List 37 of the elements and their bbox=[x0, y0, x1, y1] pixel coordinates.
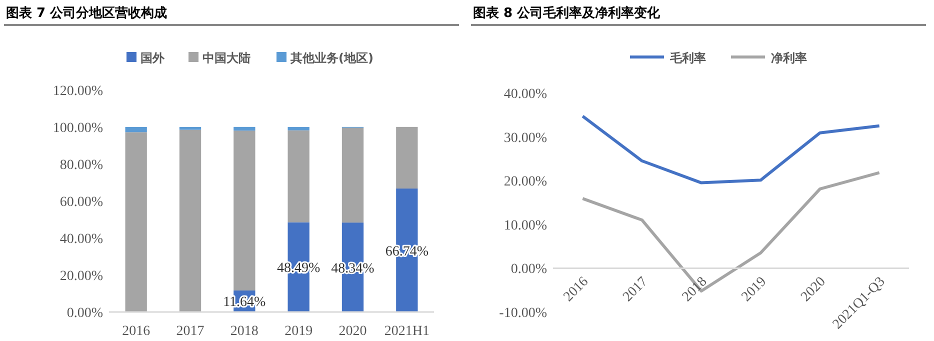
bar bbox=[179, 130, 202, 312]
bar bbox=[234, 130, 256, 290]
y-tick-label: 20.00% bbox=[504, 174, 548, 190]
chart-title: 图表 7 公司分地区营收构成 bbox=[6, 5, 168, 21]
y-tick-label: 120.00% bbox=[52, 84, 104, 99]
y-tick-label: 0.00% bbox=[510, 262, 548, 278]
legend-label: 净利率 bbox=[771, 51, 807, 65]
y-tick-label: 20.00% bbox=[60, 269, 104, 284]
y-tick-label: 80.00% bbox=[60, 158, 104, 173]
y-tick-label: 40.00% bbox=[60, 232, 104, 247]
y-tick-label: 60.00% bbox=[60, 195, 104, 210]
bar bbox=[179, 127, 202, 130]
y-tick-label: -10.00% bbox=[499, 306, 548, 321]
y-tick-label: 40.00% bbox=[504, 87, 548, 102]
legend-label: 其他业务(地区) bbox=[290, 51, 374, 65]
bar bbox=[342, 128, 364, 223]
legend-label: 国外 bbox=[140, 51, 166, 65]
bar bbox=[288, 130, 310, 222]
y-tick-label: 30.00% bbox=[504, 130, 548, 146]
x-tick-label: 2020 bbox=[338, 324, 367, 339]
x-tick-label: 2018 bbox=[230, 324, 258, 339]
x-tick-label: 2016 bbox=[122, 324, 150, 339]
x-tick-label: 2019 bbox=[284, 324, 313, 339]
y-tick-label: 0.00% bbox=[66, 306, 104, 321]
bar bbox=[396, 126, 418, 189]
x-tick-label: 2021H1 bbox=[384, 324, 430, 339]
legend-label: 中国大陆 bbox=[202, 51, 250, 65]
y-tick-label: 100.00% bbox=[52, 121, 104, 136]
legend-label: 毛利率 bbox=[669, 51, 706, 65]
bar bbox=[125, 127, 147, 132]
bar bbox=[234, 126, 256, 131]
line-series bbox=[581, 114, 881, 184]
x-tick-label: 2017 bbox=[176, 324, 204, 339]
y-tick-label: 10.00% bbox=[504, 218, 548, 234]
bar bbox=[288, 127, 310, 130]
chart-title: 图表 8 公司毛利率及净利率变化 bbox=[473, 5, 662, 21]
bar bbox=[125, 132, 147, 312]
